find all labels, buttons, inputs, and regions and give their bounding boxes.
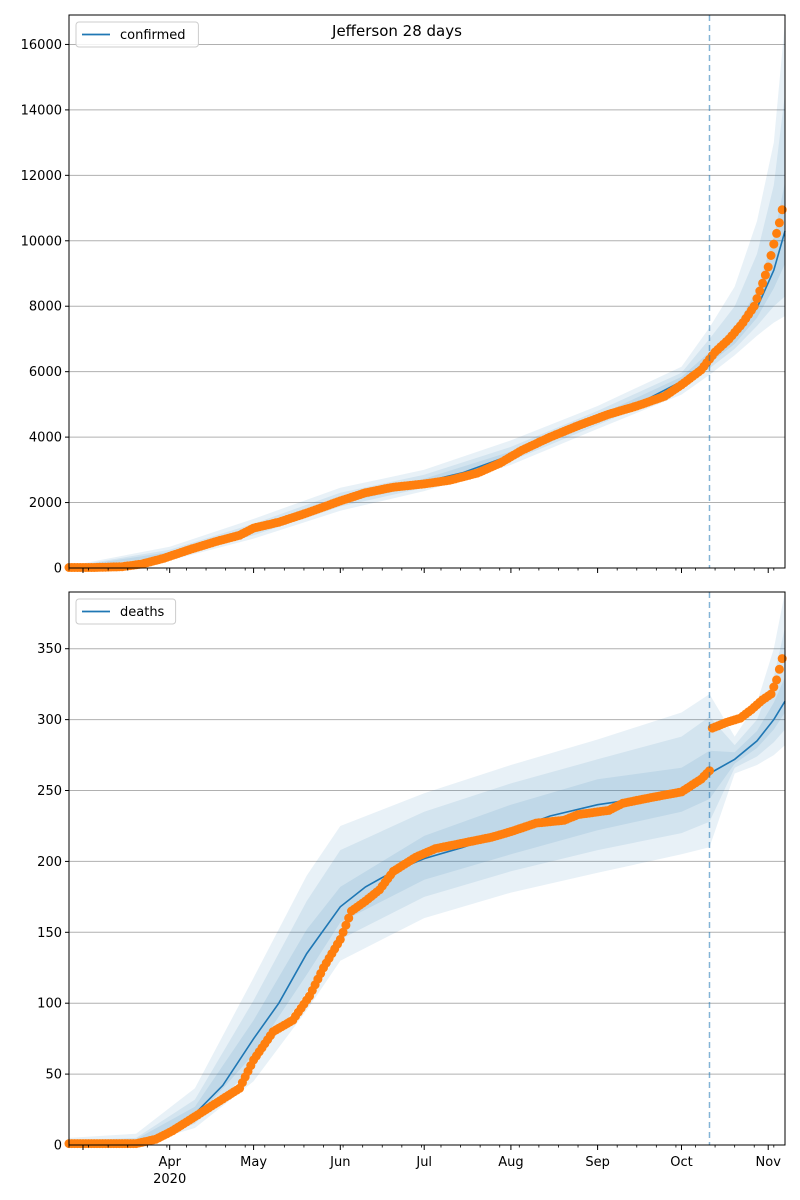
legend-box [75,598,177,625]
y-tick-label: 200 [37,855,62,870]
y-tick-label: 300 [37,713,62,728]
observed-point [772,228,782,238]
x-tick-label: Apr [158,1155,181,1170]
y-tick-label: 0 [54,562,62,577]
y-tick-label: 2000 [29,496,62,511]
y-tick-label: 100 [37,997,62,1012]
legend-box [75,21,199,48]
legend-label: deaths [120,605,165,620]
legend-label: confirmed [120,28,186,43]
y-tick-label: 16000 [21,38,62,53]
deaths-panel: 0 50 100 150 200 250 300 350 Apr May Jun Jul Aug Sep O… [37,591,787,1187]
y-tick-label: 50 [45,1068,62,1083]
chart-title: Jefferson 28 days [331,22,462,40]
observed-point [769,239,779,249]
y-tick-label: 150 [37,926,62,941]
axes-frame [68,14,786,569]
median-line [68,700,786,1146]
observed-point [774,664,784,674]
x-tick-label: May [240,1155,267,1170]
x-tick-label: Sep [585,1155,610,1170]
confirmed-panel: 0 2000 4000 6000 8000 10000 12000 14000 16000 con… [21,14,787,577]
y-tick-label: 250 [37,784,62,799]
observed-point [338,927,348,937]
uncertainty-band [69,627,785,1145]
x-tick-label: Jun [329,1155,350,1170]
observed-point [755,286,765,296]
y-tick-label: 12000 [21,169,62,184]
observed-point [777,205,787,215]
observed-point [749,301,759,311]
observed-point [777,654,787,664]
observed-point [766,251,776,260]
legend: deaths [75,598,177,625]
uncertainty-band [69,592,785,1145]
observed-point [344,913,354,923]
y-tick-label: 10000 [21,234,62,249]
observed-point [766,689,776,699]
x-tick-label: Jul [415,1155,432,1170]
axes-frame [68,591,786,1146]
observed-point [752,294,762,304]
y-tick-label: 8000 [29,300,62,315]
x-tick-label: Nov [756,1155,782,1170]
x-year-label: 2020 [153,1172,186,1187]
observed-point [760,270,770,280]
observed-point [758,278,768,288]
observed-point [769,682,779,692]
observed-point [335,934,345,944]
y-tick-label: 4000 [29,431,62,446]
legend: confirmed [75,21,199,48]
y-tick-label: 0 [54,1139,62,1154]
observed-point [763,262,773,272]
observed-point [341,920,351,930]
uncertainty-band [69,677,785,1145]
x-tick-label: Oct [670,1155,692,1170]
x-tick-label: Aug [498,1155,523,1170]
observed-point [774,218,784,228]
observed-point [772,675,782,685]
y-tick-label: 6000 [29,365,62,380]
observed-point [705,766,714,776]
y-tick-label: 14000 [21,103,62,118]
y-tick-label: 350 [37,642,62,657]
